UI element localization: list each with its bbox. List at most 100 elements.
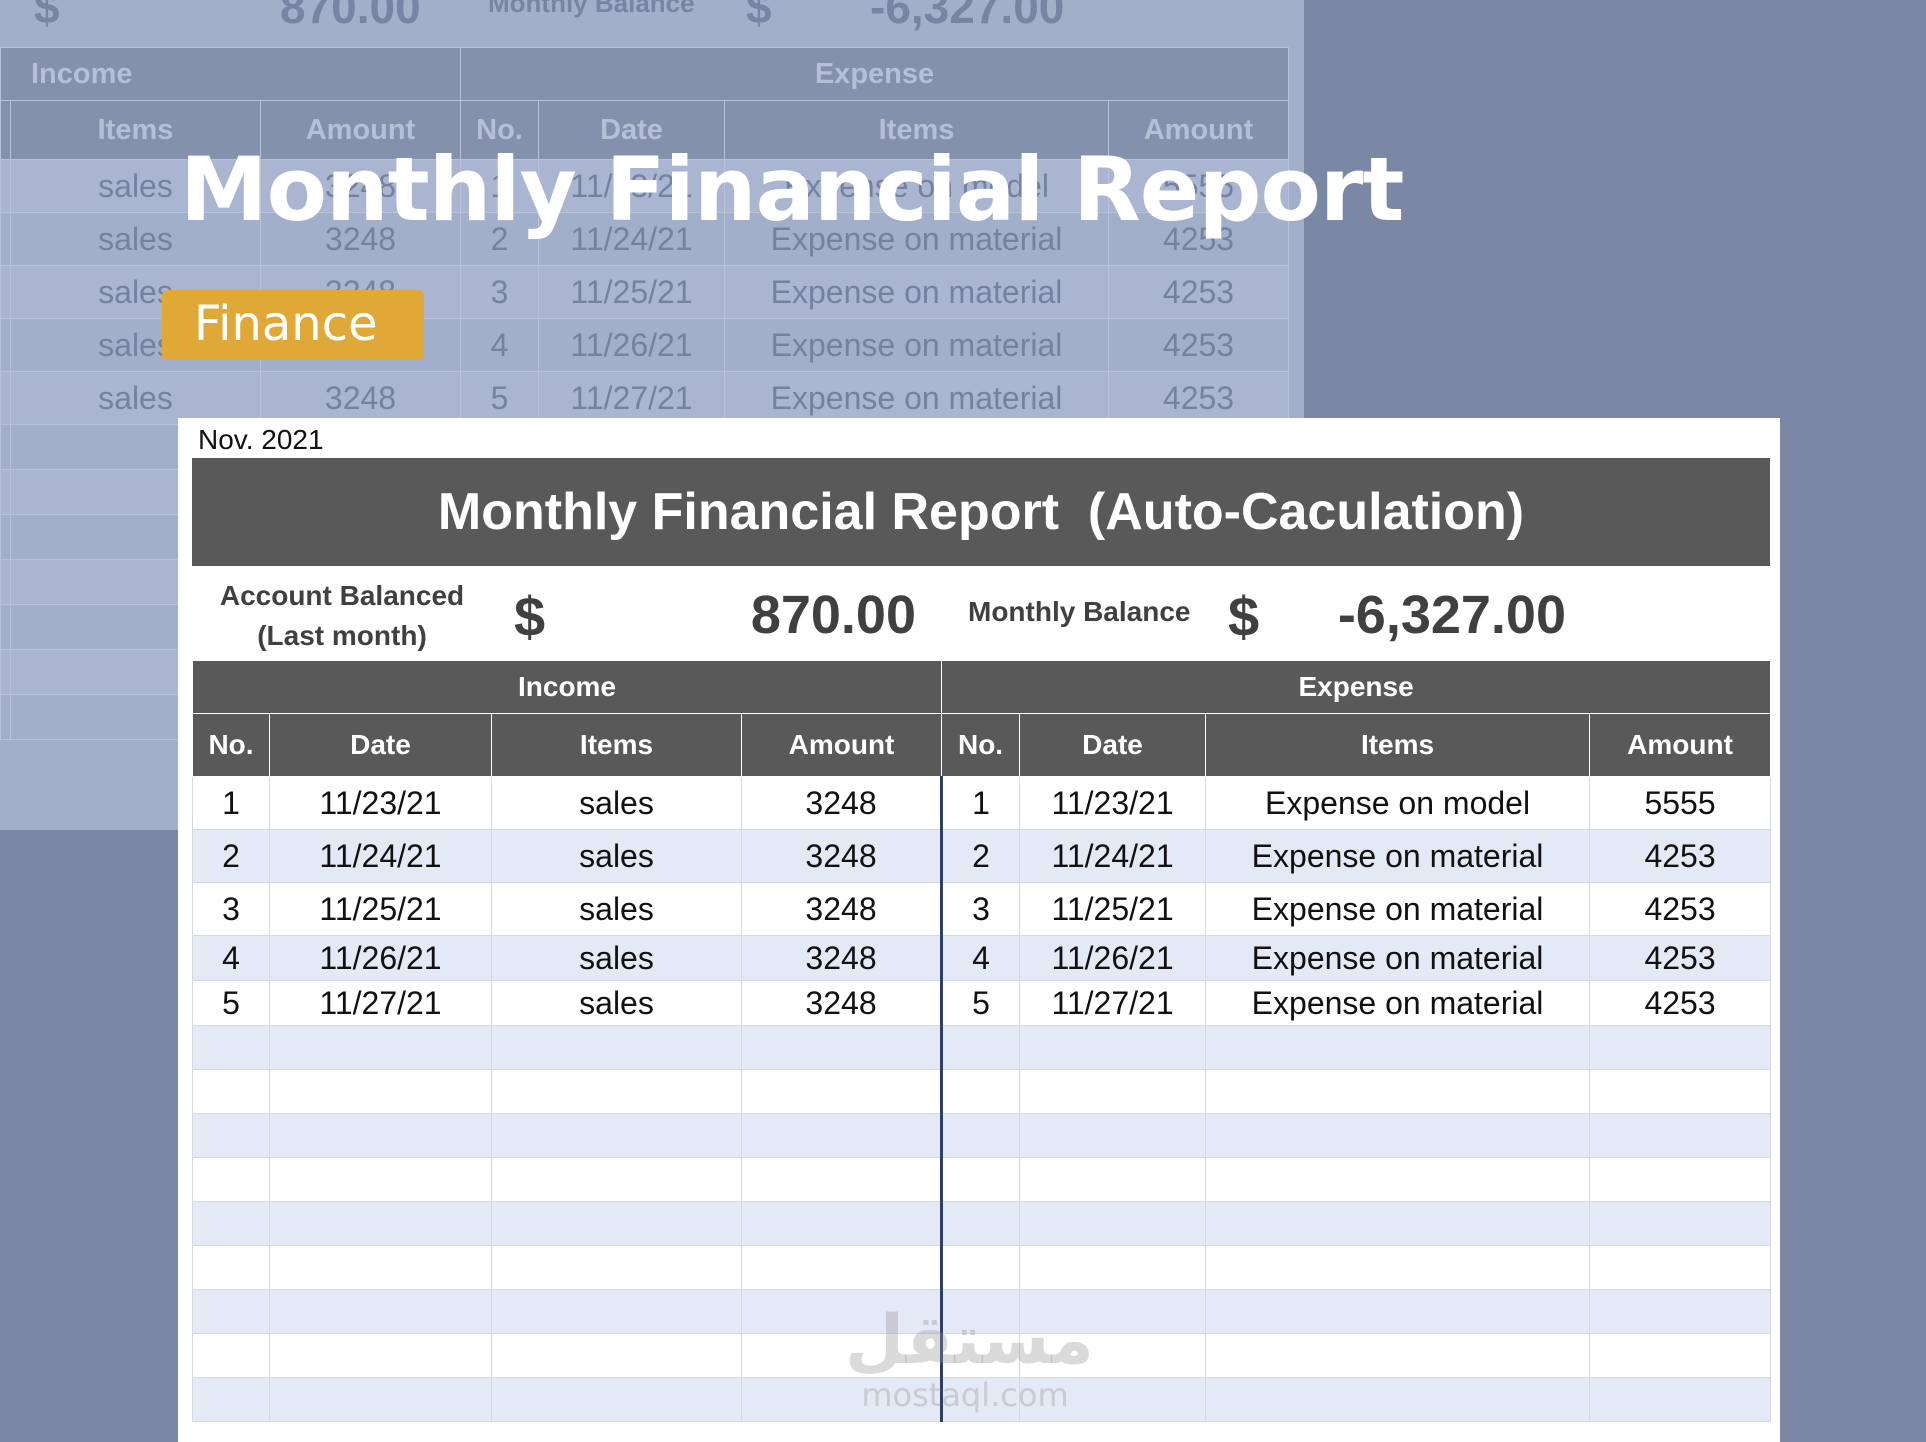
bg-section-row: Income Expense [0,47,1289,101]
expense-cell-amount[interactable]: 4253 [1589,980,1772,1026]
income-cell-no[interactable]: 4 [192,935,270,981]
bg-table-row: sales 3248 1 11/23/21 Expense on model 5… [0,159,1289,213]
income-cell-date[interactable]: 11/23/21 [269,776,492,830]
income-cell-date[interactable]: 11/26/21 [269,935,492,981]
empty-row [192,1201,1772,1246]
income-cell-amount[interactable]: 3248 [740,882,943,936]
empty-row [192,1113,1772,1158]
bg-cell-date: 11/25/21 [538,265,725,319]
income-cell-amount[interactable]: 3248 [740,829,943,883]
expense-cell-date[interactable]: 11/27/21 [1019,980,1207,1026]
bg-cell-item: sales [10,371,261,425]
expense-cell-item[interactable]: Expense on model [1205,776,1591,830]
income-col-amount: Amount [740,713,943,777]
bg-cell-item: sales [10,159,261,213]
expense-cell-date[interactable]: 11/25/21 [1019,882,1207,936]
income-cell-item[interactable]: sales [491,882,742,936]
account-balanced-value: 870.00 [750,585,916,645]
bg-cell-no: 5 [460,371,539,425]
bg-cell-exp-amount: 4253 [1108,265,1289,319]
bg-col-items: Items [10,100,261,160]
expense-cell-date[interactable]: 11/24/21 [1019,829,1207,883]
table-row: 3 11/25/21 sales 3248 3 11/25/21 Expense… [192,882,1772,936]
bg-cell-exp-amount: 4253 [1108,371,1289,425]
bg-account-value: 870.00 [280,0,421,33]
income-cell-amount[interactable]: 3248 [740,776,943,830]
bg-cell-amount: 3248 [260,371,461,425]
bg-income-label: Income [0,47,461,101]
income-cell-no[interactable]: 2 [192,829,270,883]
expense-section-header: Expense [941,660,1772,714]
expense-cell-no[interactable]: 2 [940,829,1021,883]
bg-col-date: Date [538,100,725,160]
bg-table-row: sales 3248 2 11/24/21 Expense on materia… [0,212,1289,266]
bg-cell-exp-item: Expense on model [724,159,1109,213]
bg-cell-exp-amount: 4253 [1108,212,1289,266]
expense-cell-amount[interactable]: 5555 [1589,776,1772,830]
bg-expense-label: Expense [460,47,1289,101]
bg-cell-no: 2 [460,212,539,266]
bg-cell-exp-amount: 4253 [1108,318,1289,372]
expense-cell-no[interactable]: 5 [940,980,1021,1026]
income-cell-date[interactable]: 11/24/21 [269,829,492,883]
bg-cell-no: 4 [460,318,539,372]
bg-col-no: No. [460,100,539,160]
expense-cell-date[interactable]: 11/23/21 [1019,776,1207,830]
empty-row [192,1025,1772,1070]
bg-cell-date: 11/24/21 [538,212,725,266]
expense-cell-no[interactable]: 1 [940,776,1021,830]
income-cell-no[interactable]: 3 [192,882,270,936]
bg-monthly-balance-label: Monthly Balance [488,0,695,18]
expense-cell-item[interactable]: Expense on material [1205,935,1591,981]
table-row: 2 11/24/21 sales 3248 2 11/24/21 Expense… [192,829,1772,883]
column-header-row: No. Date Items Amount No. Date Items Amo… [192,713,1772,777]
table-row: 4 11/26/21 sales 3248 4 11/26/21 Expense… [192,935,1772,981]
expense-cell-no[interactable]: 4 [940,935,1021,981]
income-cell-date[interactable]: 11/25/21 [269,882,492,936]
finance-tag-badge: Finance [162,290,424,360]
income-cell-item[interactable]: sales [491,829,742,883]
bg-cell-no: 3 [460,265,539,319]
bg-cell-exp-amount: 5555 [1108,159,1289,213]
bg-cell-exp-item: Expense on material [724,371,1109,425]
bg-cell-date: 11/26/21 [538,318,725,372]
expense-cell-date[interactable]: 11/26/21 [1019,935,1207,981]
bg-monthly-dollar: $ [746,0,772,33]
expense-col-amount: Amount [1589,713,1772,777]
income-cell-no[interactable]: 5 [192,980,270,1026]
section-header-row: Income Expense [191,660,1772,714]
income-cell-amount[interactable]: 3248 [740,980,943,1026]
bg-col-amount: Amount [260,100,461,160]
income-cell-item[interactable]: sales [491,935,742,981]
bg-cell-exp-item: Expense on material [724,212,1109,266]
empty-row [192,1289,1772,1334]
monthly-currency-symbol: $ [1228,585,1260,648]
account-currency-symbol: $ [514,585,546,648]
background-summary-row: $ 870.00 Monthly Balance $ -6,327.00 [0,0,1304,47]
income-cell-no[interactable]: 1 [192,776,270,830]
expense-col-no: No. [941,713,1021,777]
expense-cell-amount[interactable]: 4253 [1589,829,1772,883]
monthly-balance-value: -6,327.00 [1337,585,1566,645]
account-balanced-label-line2: (Last month) [257,620,427,651]
empty-row [192,1377,1772,1422]
report-sheet: Nov. 2021 Monthly Financial Report (Auto… [178,418,1780,1442]
income-cell-item[interactable]: sales [491,980,742,1026]
expense-cell-no[interactable]: 3 [940,882,1021,936]
income-col-no: No. [192,713,270,777]
empty-row [192,1245,1772,1290]
expense-col-date: Date [1019,713,1207,777]
expense-cell-item[interactable]: Expense on material [1205,882,1591,936]
watermark-url: mostaql.com [861,1376,1069,1414]
income-cell-item[interactable]: sales [491,776,742,830]
expense-cell-item[interactable]: Expense on material [1205,980,1591,1026]
expense-cell-item[interactable]: Expense on material [1205,829,1591,883]
table-row: 1 11/23/21 sales 3248 1 11/23/21 Expense… [192,776,1772,830]
bg-table-row: sales 3248 5 11/27/21 Expense on materia… [0,371,1289,425]
income-cell-amount[interactable]: 3248 [740,935,943,981]
expense-cell-amount[interactable]: 4253 [1589,882,1772,936]
mostaql-watermark: مستقل mostaql.com [845,1305,1094,1414]
income-cell-date[interactable]: 11/27/21 [269,980,492,1026]
expense-cell-amount[interactable]: 4253 [1589,935,1772,981]
report-period: Nov. 2021 [198,424,324,455]
